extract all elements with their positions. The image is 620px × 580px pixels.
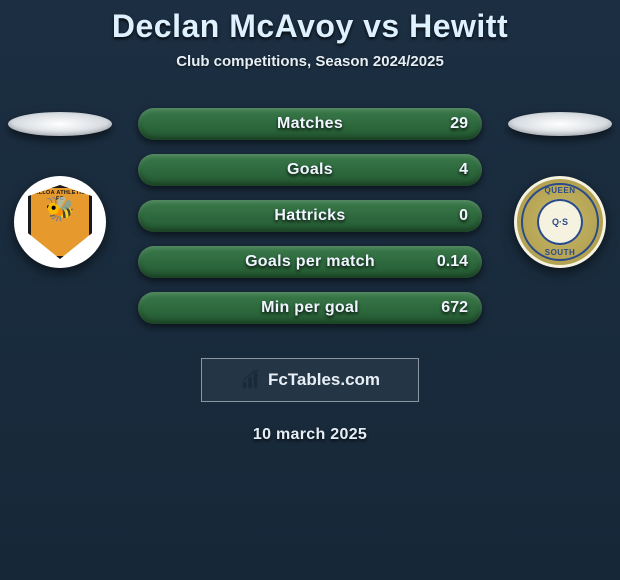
right-player-marker: [508, 112, 612, 136]
brand-name: FcTables.com: [268, 370, 380, 390]
stat-right-value: 0.14: [437, 253, 468, 271]
stat-right-value: 29: [450, 115, 468, 133]
stat-right-value: 4: [459, 161, 468, 179]
right-club-badge: QUEEN Q·S SOUTH: [514, 176, 606, 268]
stat-bars: Matches 29 Goals 4 Hattricks 0 Goals per…: [138, 108, 482, 324]
right-player-column: QUEEN Q·S SOUTH: [500, 100, 620, 268]
subtitle: Club competitions, Season 2024/2025: [0, 53, 620, 70]
right-badge-bottom-text: SOUTH: [517, 248, 603, 257]
left-club-badge: ALLOA ATHLETIC FC 🐝: [14, 176, 106, 268]
bar-chart-icon: [240, 369, 262, 391]
stat-bar: Min per goal 672: [138, 292, 482, 324]
brand-box[interactable]: FcTables.com: [201, 358, 419, 402]
stat-label: Matches: [277, 115, 343, 133]
stat-label: Min per goal: [261, 299, 359, 317]
main-area: ALLOA ATHLETIC FC 🐝 QUEEN Q·S SOUTH Matc…: [0, 100, 620, 350]
stat-bar: Goals 4: [138, 154, 482, 186]
stat-bar: Matches 29: [138, 108, 482, 140]
stat-bar: Hattricks 0: [138, 200, 482, 232]
stat-label: Goals per match: [245, 253, 375, 271]
date-line: 10 march 2025: [0, 426, 620, 444]
right-badge-center: Q·S: [537, 199, 583, 245]
right-badge-top-text: QUEEN: [517, 186, 603, 195]
stat-right-value: 0: [459, 207, 468, 225]
stat-label: Hattricks: [274, 207, 345, 225]
left-player-column: ALLOA ATHLETIC FC 🐝: [0, 100, 120, 268]
page-title: Declan McAvoy vs Hewitt: [0, 8, 620, 45]
wasp-icon: 🐝: [45, 198, 75, 222]
left-player-marker: [8, 112, 112, 136]
stat-bar: Goals per match 0.14: [138, 246, 482, 278]
stat-right-value: 672: [441, 299, 468, 317]
stat-label: Goals: [287, 161, 333, 179]
shield-icon: ALLOA ATHLETIC FC 🐝: [28, 185, 92, 259]
comparison-card: Declan McAvoy vs Hewitt Club competition…: [0, 0, 620, 444]
